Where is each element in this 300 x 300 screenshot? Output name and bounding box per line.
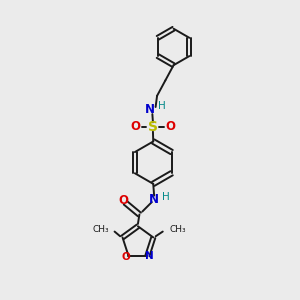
Text: O: O [166, 120, 176, 133]
Text: O: O [118, 194, 128, 207]
Text: S: S [148, 120, 158, 134]
Text: O: O [122, 252, 130, 262]
Text: N: N [145, 251, 153, 261]
Text: CH₃: CH₃ [92, 225, 109, 234]
Text: N: N [145, 103, 155, 116]
Text: N: N [149, 193, 159, 206]
Text: O: O [130, 120, 140, 133]
Text: H: H [162, 192, 170, 202]
Text: H: H [158, 101, 166, 111]
Text: CH₃: CH₃ [169, 225, 186, 234]
